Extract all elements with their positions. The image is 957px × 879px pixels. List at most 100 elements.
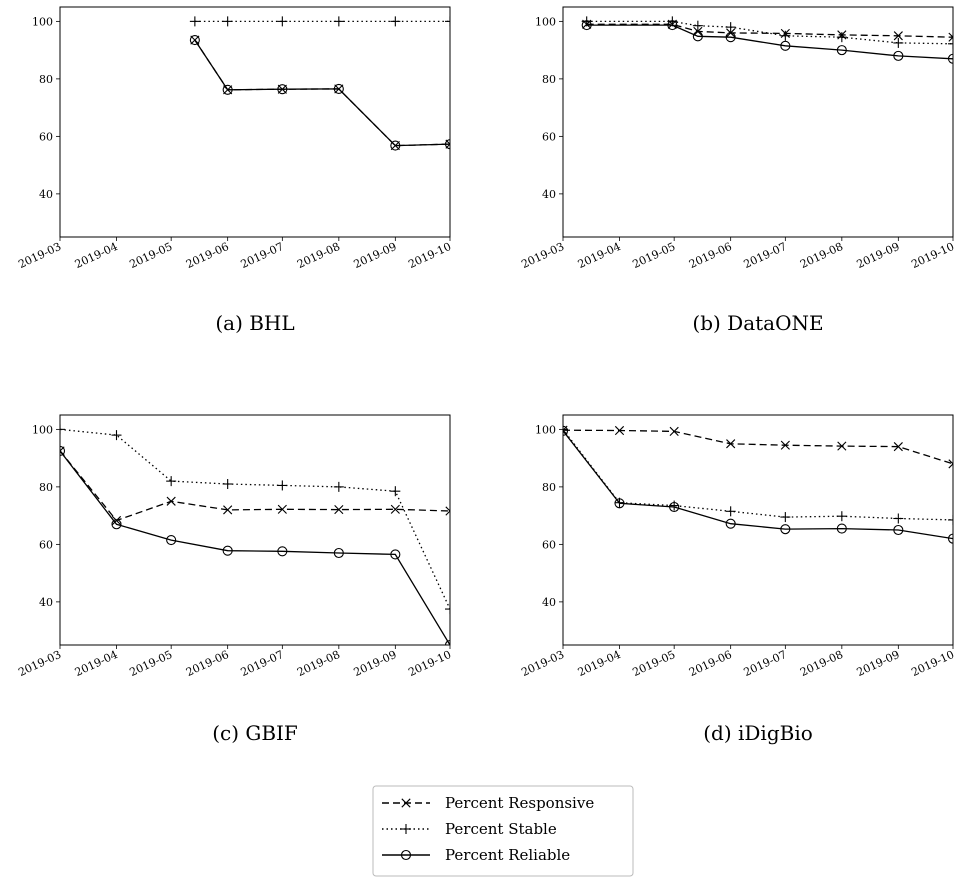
series-line-responsive: [194, 39, 450, 147]
data-point-reliable: [893, 524, 904, 536]
data-point-stable: [836, 32, 847, 43]
y-tick-label: 100: [535, 423, 556, 436]
data-point-stable: [222, 479, 233, 489]
x-tick-label: 2019-03: [519, 240, 566, 271]
plot-area: [563, 424, 953, 544]
axes-frame: [562, 6, 954, 238]
x-tick-label: 2019-06: [687, 648, 734, 679]
data-point-reliable: [333, 83, 344, 94]
series-line-reliable: [60, 450, 450, 645]
data-point-reliable: [333, 547, 344, 559]
data-point-stable: [836, 511, 847, 522]
data-point-stable: [948, 38, 953, 49]
x-tick-label: 2019-10: [909, 648, 956, 679]
data-point-responsive: [614, 425, 625, 436]
data-point-reliable: [60, 445, 66, 456]
x-tick-label: 2019-05: [631, 240, 678, 271]
data-point-stable: [277, 16, 288, 27]
data-point-responsive: [190, 35, 200, 45]
x-tick-label: 2019-06: [184, 240, 231, 271]
data-point-stable: [60, 424, 65, 435]
data-point-reliable: [581, 20, 592, 31]
x-tick-label: 2019-07: [742, 240, 789, 271]
y-tick-label: 80: [39, 481, 53, 494]
x-tick-label: 2019-05: [128, 648, 175, 679]
data-point-responsive: [445, 506, 450, 516]
legend-entry-stable: Percent Stable: [382, 820, 557, 838]
data-point-reliable: [166, 535, 177, 546]
data-point-reliable: [189, 35, 200, 46]
data-point-stable: [445, 604, 450, 615]
x-tick-label: 2019-09: [855, 240, 902, 271]
x-tick-label: 2019-07: [742, 648, 789, 679]
data-point-stable: [111, 430, 122, 441]
data-point-stable: [780, 30, 791, 41]
x-tick-label: 2019-04: [73, 240, 120, 271]
data-point-reliable: [692, 31, 703, 42]
x-tick-label: 2019-04: [576, 240, 623, 271]
data-point-stable: [166, 476, 177, 487]
x-tick-label: 2019-07: [239, 240, 286, 271]
x-tick-label: 2019-08: [798, 648, 845, 679]
legend-marker: [400, 849, 412, 861]
series-line-reliable: [194, 39, 450, 147]
subplot-4: 40 60 80 100 2019-03 2019-04 2019-05 2019-06 201…: [519, 414, 956, 745]
data-point-reliable: [947, 533, 953, 544]
data-point-reliable: [836, 45, 847, 56]
data-point-stable: [725, 506, 736, 517]
data-point-reliable: [893, 50, 904, 61]
x-tick-label: 2019-08: [295, 648, 342, 679]
data-point-responsive: [948, 459, 953, 469]
legend: Percent Responsive Percent Stable Percent …: [372, 785, 634, 877]
series-line-responsive: [563, 429, 953, 465]
legend-label: Percent Responsive: [445, 794, 594, 812]
data-point-stable: [390, 16, 401, 27]
series-line-responsive: [60, 450, 450, 522]
data-point-reliable: [444, 139, 450, 150]
y-tick-label: 60: [39, 130, 53, 143]
data-point-stable: [948, 514, 953, 525]
data-point-reliable: [390, 140, 401, 151]
y-tick-label: 100: [32, 423, 53, 436]
data-point-stable: [333, 481, 344, 492]
x-tick-label: 2019-08: [798, 240, 845, 271]
x-tick-label: 2019-04: [576, 648, 623, 679]
data-point-responsive: [223, 505, 233, 515]
legend-marker: [401, 824, 411, 834]
y-tick-label: 80: [542, 481, 556, 494]
data-point-stable: [893, 37, 904, 48]
x-tick-label: 2019-04: [73, 648, 120, 679]
series-line-stable: [60, 428, 450, 610]
legend-label: Percent Stable: [445, 820, 557, 838]
y-tick-label: 80: [39, 73, 53, 86]
data-point-reliable: [836, 523, 847, 534]
data-point-reliable: [725, 32, 736, 43]
data-point-reliable: [390, 549, 401, 560]
data-point-reliable: [725, 518, 736, 529]
legend-label: Percent Reliable: [445, 846, 570, 864]
y-tick-label: 40: [39, 188, 53, 201]
data-point-stable: [780, 512, 791, 523]
data-point-responsive: [893, 442, 903, 452]
legend-box: [372, 785, 634, 877]
data-point-stable: [563, 424, 568, 435]
x-tick-label: 2019-07: [239, 648, 286, 679]
subplot-caption: (d) iDigBio: [703, 721, 813, 745]
x-tick-label: 2019-03: [16, 240, 63, 271]
data-point-responsive: [780, 440, 790, 450]
plot-area: [189, 16, 450, 151]
data-point-reliable: [277, 84, 288, 95]
x-tick-label: 2019-09: [352, 648, 399, 679]
axes-frame: [59, 414, 451, 646]
data-point-stable: [189, 16, 200, 27]
subplot-caption: (b) DataONE: [692, 311, 823, 335]
data-point-responsive: [166, 496, 176, 506]
data-point-reliable: [563, 425, 569, 436]
data-point-responsive: [837, 441, 847, 451]
data-point-reliable: [947, 53, 953, 64]
legend-entry-responsive: Percent Responsive: [382, 794, 594, 812]
data-point-reliable: [780, 40, 791, 51]
x-tick-label: 2019-10: [406, 648, 453, 679]
subplot-caption: (a) BHL: [215, 311, 294, 335]
